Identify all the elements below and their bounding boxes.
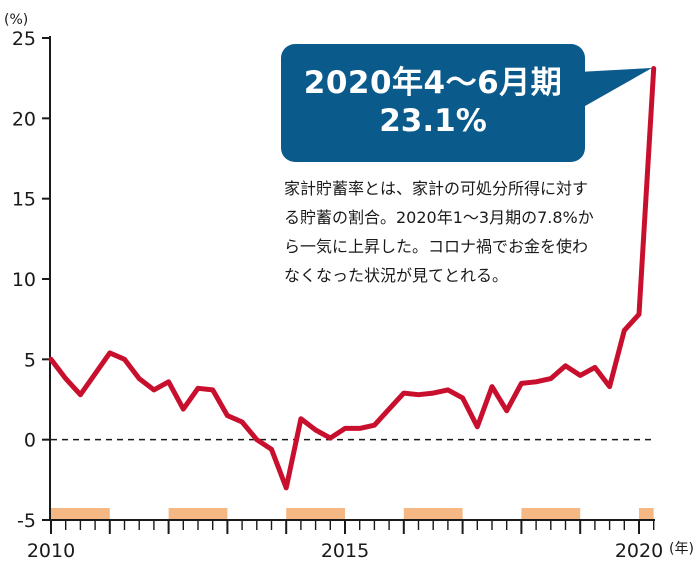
y-tick-label: 10 — [12, 269, 36, 291]
shaded-period-band — [51, 508, 110, 520]
y-tick-label: 0 — [24, 430, 36, 452]
callout-pointer — [578, 68, 652, 110]
y-tick-label: -5 — [17, 510, 36, 532]
x-tick-label: 2010 — [27, 540, 75, 562]
x-axis-unit: (年) — [669, 541, 694, 557]
y-tick-label: 20 — [12, 108, 36, 130]
x-tick-label: 2020 — [615, 540, 663, 562]
shaded-period-band — [639, 508, 654, 520]
y-tick-label: 15 — [12, 189, 36, 211]
series-layer — [48, 66, 657, 491]
shaded-period-band — [168, 508, 228, 520]
callout-value: 23.1% — [379, 103, 487, 139]
y-tick-label: 5 — [24, 349, 36, 371]
shaded-periods — [51, 508, 654, 520]
callout-period: 2020年4〜6月期 — [303, 65, 563, 101]
shaded-period-band — [286, 508, 345, 520]
x-tick-label: 2015 — [321, 540, 369, 562]
savings-rate-line — [48, 66, 657, 491]
y-tick-label: 25 — [12, 28, 36, 50]
annotation-text: 家計貯蓄率とは、家計の可処分所得に対する貯蓄の割合。2020年1〜3月期の7.8… — [284, 174, 600, 290]
shaded-period-band — [521, 508, 581, 520]
y-axis-unit: (%) — [4, 12, 28, 28]
shaded-period-band — [403, 508, 463, 520]
callout-box: 2020年4〜6月期 23.1% — [281, 44, 585, 162]
